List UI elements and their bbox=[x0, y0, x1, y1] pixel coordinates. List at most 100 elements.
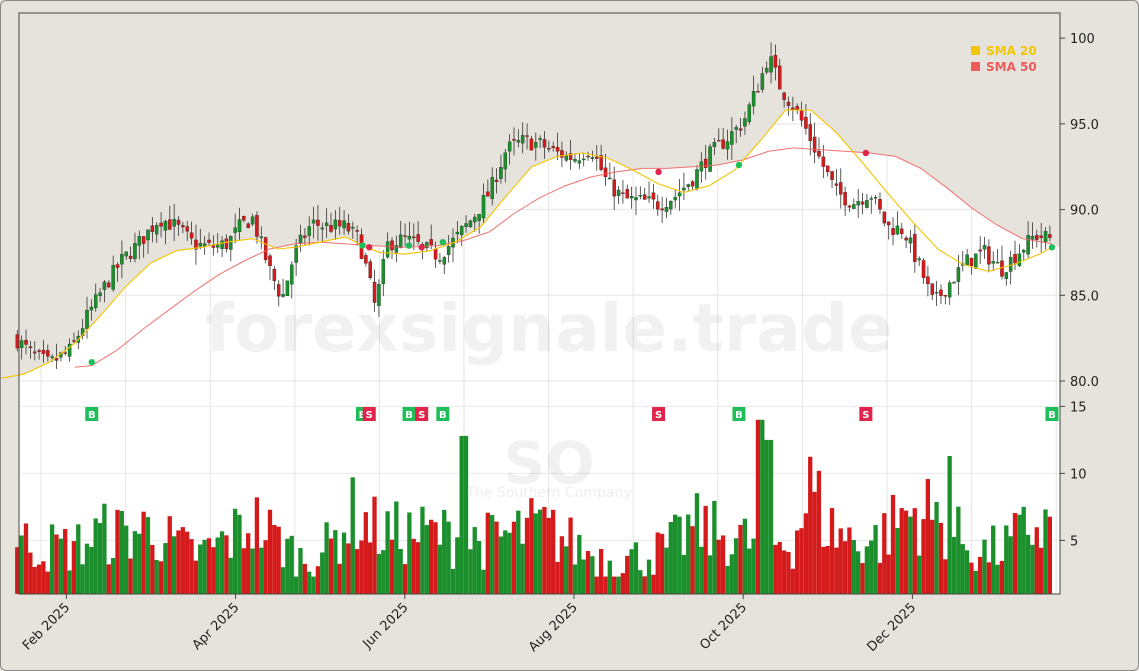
volume-bar bbox=[982, 539, 987, 594]
volume-bar bbox=[76, 524, 81, 594]
volume-bar bbox=[307, 571, 312, 594]
candle-body bbox=[15, 334, 20, 349]
volume-bar bbox=[999, 560, 1005, 594]
candle-body bbox=[621, 192, 625, 194]
volume-bar bbox=[511, 521, 517, 594]
volume-bar bbox=[886, 554, 891, 594]
volume-bar bbox=[903, 510, 909, 594]
volume-tick-label: 5 bbox=[1070, 534, 1078, 549]
volume-bar bbox=[603, 576, 608, 594]
buy-badge bbox=[1045, 407, 1059, 421]
candle-body bbox=[67, 343, 72, 357]
volume-bar bbox=[668, 522, 673, 594]
candle-body bbox=[669, 201, 673, 210]
volume-bar bbox=[206, 538, 212, 594]
candle-body bbox=[181, 225, 185, 228]
volume-bar bbox=[119, 510, 124, 594]
candle-body bbox=[817, 150, 821, 157]
candle-body bbox=[107, 282, 111, 288]
candle-body bbox=[760, 73, 765, 90]
volume-bar bbox=[171, 536, 177, 594]
signal-label: B bbox=[405, 410, 413, 421]
candle-body bbox=[220, 240, 224, 249]
x-tick-label: Dec 2025 bbox=[864, 600, 919, 655]
volume-bar bbox=[577, 534, 582, 594]
candle-body bbox=[368, 261, 372, 279]
candle-body bbox=[176, 219, 181, 225]
candle-body bbox=[512, 138, 516, 141]
volume-bar bbox=[794, 530, 800, 594]
volume-bar bbox=[415, 542, 421, 594]
volume-bar bbox=[498, 536, 504, 594]
volume-bar bbox=[463, 435, 469, 594]
candle-body bbox=[921, 260, 926, 278]
volume-bar bbox=[89, 546, 94, 594]
volume-bar bbox=[559, 536, 565, 594]
signal-label: B bbox=[359, 410, 367, 421]
volume-bar bbox=[176, 530, 181, 594]
volume-bar bbox=[821, 546, 826, 594]
volume-bar bbox=[211, 547, 216, 594]
candle-body bbox=[943, 295, 948, 297]
volume-bar bbox=[912, 508, 917, 594]
legend-label: SMA 20 bbox=[986, 44, 1037, 58]
watermarks: forexsignale.trade SO The Southern Compa… bbox=[205, 290, 893, 501]
candle-body bbox=[747, 104, 752, 123]
volume-bar bbox=[180, 527, 185, 594]
buy-marker bbox=[359, 242, 366, 249]
candle-body bbox=[63, 352, 67, 354]
volume-bar bbox=[202, 539, 207, 594]
volume-bar bbox=[572, 564, 578, 594]
volume-bar bbox=[803, 513, 809, 594]
volume-bar bbox=[32, 566, 37, 594]
candle-body bbox=[150, 225, 155, 233]
volume-bar bbox=[433, 522, 438, 594]
volume-bar bbox=[720, 535, 726, 594]
candle-body bbox=[85, 310, 89, 329]
candle-body bbox=[72, 340, 76, 342]
volume-bar bbox=[1025, 534, 1031, 594]
candle-body bbox=[342, 220, 346, 229]
volume-bar bbox=[341, 532, 347, 594]
candle-body bbox=[294, 245, 298, 263]
candle-body bbox=[778, 65, 782, 90]
candle-body bbox=[503, 152, 508, 170]
candle-body bbox=[516, 140, 521, 143]
candle-body bbox=[207, 239, 211, 243]
volume-bar bbox=[703, 505, 708, 594]
volume-bar bbox=[298, 548, 303, 594]
volume-bar bbox=[524, 517, 530, 594]
candle-body bbox=[586, 155, 590, 158]
candle-body bbox=[673, 196, 677, 201]
volume-bar bbox=[376, 553, 382, 594]
volume-bar bbox=[372, 496, 377, 594]
candle-body bbox=[799, 110, 804, 121]
volume-bar bbox=[590, 556, 595, 594]
volume-bar bbox=[947, 455, 952, 594]
volume-bar bbox=[646, 559, 652, 594]
candle-body bbox=[355, 230, 359, 232]
legend-swatch bbox=[971, 46, 980, 55]
candle-body bbox=[568, 153, 573, 161]
volume-bar bbox=[860, 563, 865, 594]
volume-bar bbox=[228, 557, 233, 594]
candle-body bbox=[46, 350, 50, 357]
candle-body bbox=[499, 167, 503, 179]
volume-bar bbox=[529, 498, 534, 594]
volume-bar bbox=[346, 543, 351, 594]
volume-bar bbox=[106, 564, 111, 594]
candle-body bbox=[520, 135, 525, 144]
x-tick-label: Aug 2025 bbox=[526, 600, 581, 655]
volume-bar bbox=[1008, 536, 1013, 594]
candle-body bbox=[276, 284, 281, 297]
volume-bar bbox=[1047, 516, 1052, 594]
volume-tick-label: 15 bbox=[1070, 400, 1087, 415]
candle-body bbox=[102, 281, 107, 290]
volume-bar bbox=[786, 551, 791, 594]
candle-body bbox=[54, 358, 59, 361]
volume-bar bbox=[507, 532, 512, 594]
x-tick-label: Feb 2025 bbox=[20, 600, 73, 653]
volume-bar bbox=[263, 540, 268, 594]
